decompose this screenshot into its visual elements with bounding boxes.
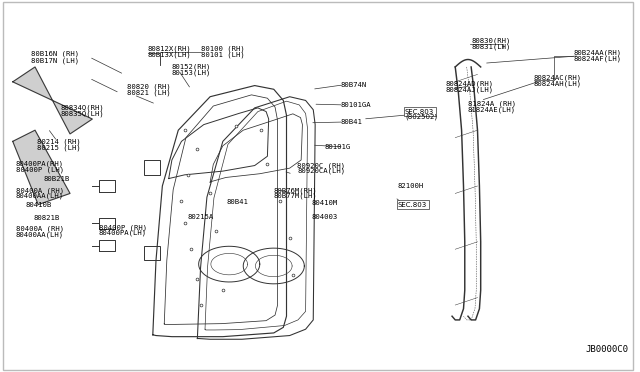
Polygon shape xyxy=(13,130,70,205)
Text: 80B76M(RH): 80B76M(RH) xyxy=(274,187,317,194)
Text: 80830(RH): 80830(RH) xyxy=(471,38,511,44)
Text: SEC.803: SEC.803 xyxy=(398,202,427,208)
Text: 80831(LH): 80831(LH) xyxy=(471,43,511,50)
Text: 80400A (RH): 80400A (RH) xyxy=(16,187,64,194)
Text: 80824AC(RH): 80824AC(RH) xyxy=(534,75,582,81)
Text: 80B24AA(RH): 80B24AA(RH) xyxy=(573,49,621,56)
Text: SEC.803: SEC.803 xyxy=(405,109,434,115)
Text: 80100 (RH): 80100 (RH) xyxy=(200,46,244,52)
Text: 82100H: 82100H xyxy=(398,183,424,189)
Text: 80835Q(LH): 80835Q(LH) xyxy=(61,110,104,117)
Text: 80920C (RH): 80920C (RH) xyxy=(298,162,346,169)
Text: 80B77M(LH): 80B77M(LH) xyxy=(274,193,317,199)
Text: 80400P (RH): 80400P (RH) xyxy=(99,224,147,231)
Text: 80821B: 80821B xyxy=(33,215,60,221)
Text: 80215 (LH): 80215 (LH) xyxy=(37,145,81,151)
Text: 80101 (LH): 80101 (LH) xyxy=(200,52,244,58)
Text: 80820 (RH): 80820 (RH) xyxy=(127,83,171,90)
Text: 80400AA(LH): 80400AA(LH) xyxy=(16,231,64,238)
Text: 80B74N: 80B74N xyxy=(340,82,367,88)
Text: 80B17N (LH): 80B17N (LH) xyxy=(31,57,79,64)
Text: 80101GA: 80101GA xyxy=(340,102,371,108)
Text: 80812X(RH): 80812X(RH) xyxy=(148,46,191,52)
Text: 80824AH(LH): 80824AH(LH) xyxy=(534,80,582,87)
Text: 80400AA(LH): 80400AA(LH) xyxy=(16,193,64,199)
Text: 80400PA(RH): 80400PA(RH) xyxy=(16,160,64,167)
Text: 80B41: 80B41 xyxy=(226,199,248,205)
Text: 80B41: 80B41 xyxy=(340,119,362,125)
Text: (802502): (802502) xyxy=(405,114,437,121)
Text: 80B16N (RH): 80B16N (RH) xyxy=(31,51,79,57)
Text: 81824AE(LH): 81824AE(LH) xyxy=(468,106,516,113)
Text: 80920CA(LH): 80920CA(LH) xyxy=(298,168,346,174)
Text: 80215A: 80215A xyxy=(188,214,214,219)
Text: 80400PA(LH): 80400PA(LH) xyxy=(99,230,147,237)
Bar xyxy=(144,160,160,175)
Text: 80824AF(LH): 80824AF(LH) xyxy=(573,55,621,62)
Text: 80152(RH): 80152(RH) xyxy=(172,64,211,70)
Text: 80153(LH): 80153(LH) xyxy=(172,69,211,76)
Text: JB0000C0: JB0000C0 xyxy=(586,345,628,354)
Text: 80B13X(LH): 80B13X(LH) xyxy=(148,52,191,58)
Text: 804003: 804003 xyxy=(312,214,338,219)
Text: 80834Q(RH): 80834Q(RH) xyxy=(61,105,104,111)
Text: 80B21B: 80B21B xyxy=(44,176,70,182)
Text: 80214 (RH): 80214 (RH) xyxy=(37,139,81,145)
Text: 80400A (RH): 80400A (RH) xyxy=(16,225,64,232)
Text: 80824AD(RH): 80824AD(RH) xyxy=(445,80,494,87)
Text: 80410B: 80410B xyxy=(26,202,52,208)
Text: 81824A (RH): 81824A (RH) xyxy=(468,101,516,108)
Text: 80101G: 80101G xyxy=(324,144,351,150)
Text: 80410M: 80410M xyxy=(312,201,338,206)
Text: 80400P (LH): 80400P (LH) xyxy=(16,166,64,173)
Text: 80821 (LH): 80821 (LH) xyxy=(127,89,171,96)
Text: 80824AJ(LH): 80824AJ(LH) xyxy=(445,86,494,93)
Bar xyxy=(144,246,160,260)
Polygon shape xyxy=(13,67,92,134)
